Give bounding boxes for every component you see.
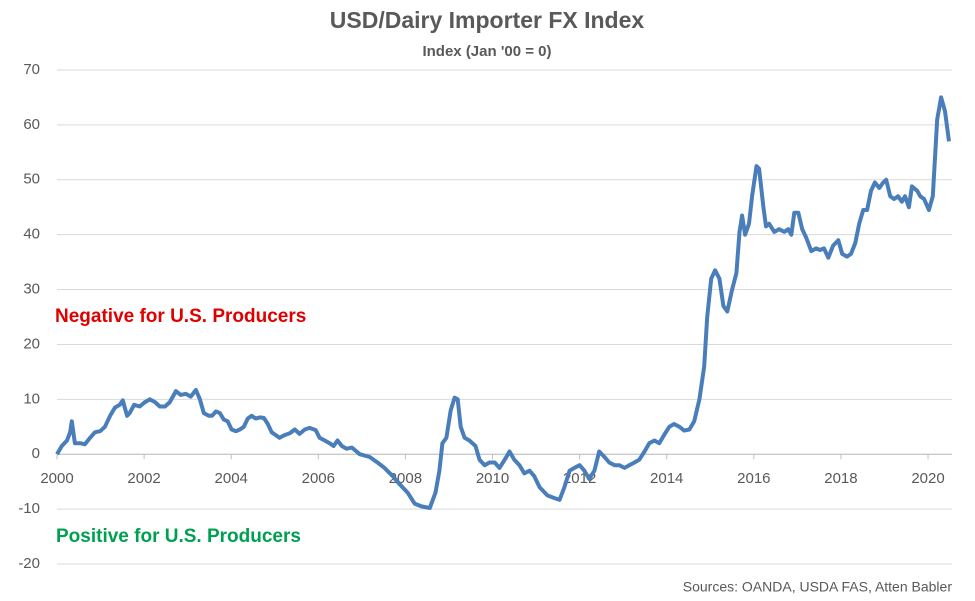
x-tick-label: 2010 bbox=[476, 470, 509, 487]
source-note: Sources: OANDA, USDA FAS, Atten Babler bbox=[683, 579, 953, 595]
y-tick-label: 30 bbox=[23, 281, 40, 298]
x-tick-label: 2006 bbox=[302, 470, 335, 487]
x-tick-label: 2016 bbox=[737, 470, 770, 487]
chart-subtitle: Index (Jan '00 = 0) bbox=[422, 43, 551, 60]
y-tick-label: -10 bbox=[18, 500, 40, 517]
y-tick-label: 10 bbox=[23, 390, 40, 407]
y-tick-label: 50 bbox=[23, 171, 40, 188]
x-tick-label: 2014 bbox=[650, 470, 683, 487]
y-tick-label: 60 bbox=[23, 116, 40, 133]
y-tick-label: 0 bbox=[32, 445, 40, 462]
data-line bbox=[55, 95, 951, 510]
x-tick-label: 2020 bbox=[911, 470, 944, 487]
y-tick-label: 20 bbox=[23, 335, 40, 352]
x-tick-label: 2018 bbox=[824, 470, 857, 487]
annotation: Positive for U.S. Producers bbox=[56, 526, 301, 547]
y-tick-label: -20 bbox=[18, 555, 40, 572]
y-tick-label: 70 bbox=[23, 61, 40, 78]
x-tick-label: 2000 bbox=[40, 470, 73, 487]
x-tick-label: 2002 bbox=[127, 470, 160, 487]
chart-title: USD/Dairy Importer FX Index bbox=[330, 7, 645, 33]
annotation: Negative for U.S. Producers bbox=[55, 306, 306, 327]
x-tick-label: 2004 bbox=[215, 470, 248, 487]
y-tick-label: 40 bbox=[23, 226, 40, 243]
